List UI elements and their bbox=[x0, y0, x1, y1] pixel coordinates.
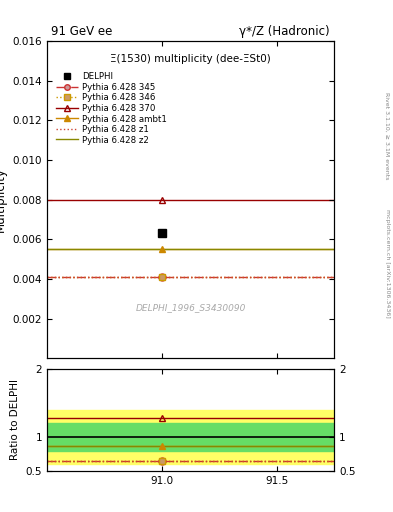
Text: 91 GeV ee: 91 GeV ee bbox=[51, 26, 112, 38]
Bar bbox=[47, 423, 334, 451]
Text: Ξ(1530) multiplicity (deе-ΞSt0): Ξ(1530) multiplicity (deе-ΞSt0) bbox=[110, 54, 271, 63]
Text: Rivet 3.1.10, ≥ 3.1M events: Rivet 3.1.10, ≥ 3.1M events bbox=[385, 93, 389, 180]
Text: γ*/Z (Hadronic): γ*/Z (Hadronic) bbox=[239, 26, 330, 38]
Bar bbox=[47, 410, 334, 464]
Y-axis label: Ratio to DELPHI: Ratio to DELPHI bbox=[10, 379, 20, 460]
Text: mcplots.cern.ch [arXiv:1306.3436]: mcplots.cern.ch [arXiv:1306.3436] bbox=[385, 209, 389, 317]
Y-axis label: Multiplicity: Multiplicity bbox=[0, 167, 7, 232]
Text: DELPHI_1996_S3430090: DELPHI_1996_S3430090 bbox=[136, 303, 246, 312]
Legend: DELPHI, Pythia 6.428 345, Pythia 6.428 346, Pythia 6.428 370, Pythia 6.428 ambt1: DELPHI, Pythia 6.428 345, Pythia 6.428 3… bbox=[54, 71, 169, 146]
